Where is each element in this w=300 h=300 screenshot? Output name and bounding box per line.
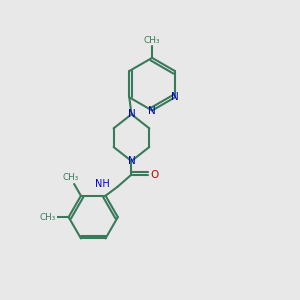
Text: N: N [148,106,156,116]
Text: CH₃: CH₃ [62,173,78,182]
Text: NH: NH [95,179,110,189]
Text: N: N [128,156,135,166]
Text: CH₃: CH₃ [144,36,160,45]
Text: O: O [151,169,159,180]
Text: CH₃: CH₃ [39,213,56,222]
Text: N: N [128,109,135,119]
Text: N: N [171,92,179,102]
